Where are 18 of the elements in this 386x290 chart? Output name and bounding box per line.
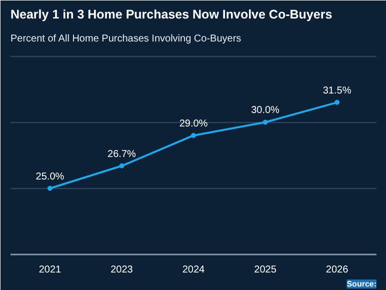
data-label: 30.0% bbox=[251, 105, 280, 116]
point bbox=[334, 100, 340, 105]
data-label: 26.7% bbox=[108, 148, 136, 160]
data-label: 29.0% bbox=[179, 118, 208, 130]
chart-title: Nearly 1 in 3 Home Purchases Now Involve Co-Buyers bbox=[10, 8, 332, 22]
x-tick-label: 2024 bbox=[182, 264, 206, 276]
point bbox=[262, 120, 268, 125]
data-label: 25.0% bbox=[36, 171, 64, 182]
point bbox=[119, 163, 124, 168]
x-tick-label: 2023 bbox=[110, 264, 134, 276]
x-tick-label: 2021 bbox=[38, 264, 62, 276]
point bbox=[191, 132, 196, 138]
point bbox=[47, 186, 52, 191]
source-note: Source: bbox=[346, 280, 377, 288]
x-tick-label: 2025 bbox=[254, 264, 277, 276]
data-label: 31.5% bbox=[322, 85, 352, 96]
chart-subtitle: Percent of All Home Purchases Involving Co-Buyers bbox=[10, 34, 242, 44]
x-tick-label: 2026 bbox=[326, 264, 349, 276]
